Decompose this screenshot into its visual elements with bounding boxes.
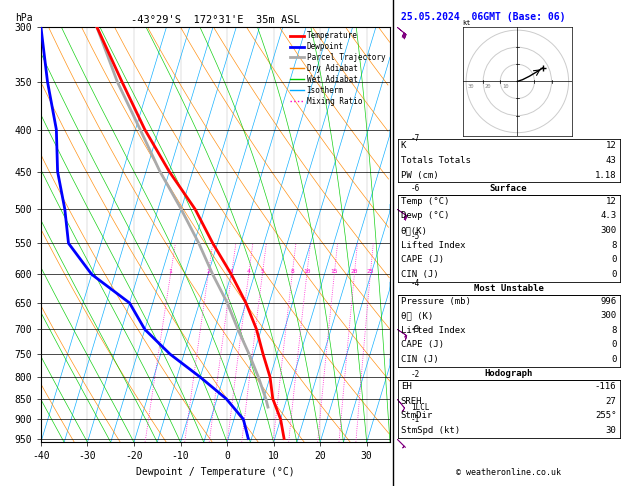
Text: 12: 12 (606, 141, 616, 151)
Text: 27: 27 (606, 397, 616, 406)
Text: Temp (°C): Temp (°C) (401, 197, 449, 206)
Text: 30: 30 (606, 426, 616, 435)
Text: θᴄ(K): θᴄ(K) (401, 226, 428, 235)
Text: -116: -116 (595, 382, 616, 391)
Text: © weatheronline.co.uk: © weatheronline.co.uk (456, 468, 561, 477)
Text: -7: -7 (411, 134, 420, 143)
Text: Dewp (°C): Dewp (°C) (401, 211, 449, 221)
Text: kt: kt (463, 20, 471, 26)
Text: 0: 0 (611, 270, 616, 279)
Text: CAPE (J): CAPE (J) (401, 341, 443, 349)
Text: -2: -2 (411, 370, 420, 380)
X-axis label: Dewpoint / Temperature (°C): Dewpoint / Temperature (°C) (136, 467, 295, 477)
Text: Pressure (mb): Pressure (mb) (401, 297, 470, 306)
Text: 1.18: 1.18 (595, 171, 616, 180)
Text: StmDir: StmDir (401, 411, 433, 420)
Text: Lifted Index: Lifted Index (401, 326, 465, 335)
Text: 4: 4 (247, 269, 250, 275)
Legend: Temperature, Dewpoint, Parcel Trajectory, Dry Adiabat, Wet Adiabat, Isotherm, Mi: Temperature, Dewpoint, Parcel Trajectory… (289, 31, 386, 106)
Text: Hodograph: Hodograph (484, 369, 533, 378)
Text: PW (cm): PW (cm) (401, 171, 438, 180)
Text: 0: 0 (611, 341, 616, 349)
Text: 996: 996 (600, 297, 616, 306)
Text: 0: 0 (611, 355, 616, 364)
Text: 1LCL: 1LCL (411, 402, 430, 412)
Text: 300: 300 (600, 312, 616, 320)
Text: StmSpd (kt): StmSpd (kt) (401, 426, 460, 435)
Text: 25: 25 (367, 269, 374, 275)
Text: 10: 10 (303, 269, 311, 275)
Text: 0: 0 (611, 255, 616, 264)
Text: 3: 3 (230, 269, 233, 275)
Text: 43: 43 (606, 156, 616, 165)
Text: -4: -4 (411, 279, 420, 288)
Text: 15: 15 (330, 269, 338, 275)
Text: Most Unstable: Most Unstable (474, 284, 543, 293)
Text: EH: EH (401, 382, 411, 391)
Text: 2: 2 (206, 269, 210, 275)
Text: 8: 8 (291, 269, 294, 275)
Text: 30: 30 (468, 84, 474, 89)
Text: 255°: 255° (595, 411, 616, 420)
Text: 300: 300 (600, 226, 616, 235)
Text: 1: 1 (169, 269, 172, 275)
Text: CAPE (J): CAPE (J) (401, 255, 443, 264)
Text: SREH: SREH (401, 397, 422, 406)
Text: -1: -1 (411, 415, 420, 424)
Text: 5: 5 (260, 269, 264, 275)
Text: 4.3: 4.3 (600, 211, 616, 221)
Text: 8: 8 (611, 241, 616, 250)
Text: 25.05.2024  06GMT (Base: 06): 25.05.2024 06GMT (Base: 06) (401, 12, 566, 22)
Text: 20: 20 (350, 269, 358, 275)
Title: -43°29'S  172°31'E  35m ASL: -43°29'S 172°31'E 35m ASL (131, 15, 300, 25)
Text: 8: 8 (611, 326, 616, 335)
Text: CIN (J): CIN (J) (401, 270, 438, 279)
Text: CIN (J): CIN (J) (401, 355, 438, 364)
Text: Lifted Index: Lifted Index (401, 241, 465, 250)
Text: 12: 12 (606, 197, 616, 206)
Text: hPa: hPa (14, 13, 32, 22)
Text: Surface: Surface (490, 184, 527, 193)
Text: Totals Totals: Totals Totals (401, 156, 470, 165)
Text: -5: -5 (411, 232, 420, 241)
Text: θᴄ (K): θᴄ (K) (401, 312, 433, 320)
Text: -3: -3 (411, 326, 420, 334)
Text: -6: -6 (411, 184, 420, 193)
Text: 10: 10 (502, 84, 508, 89)
Text: 20: 20 (485, 84, 491, 89)
Text: K: K (401, 141, 406, 151)
